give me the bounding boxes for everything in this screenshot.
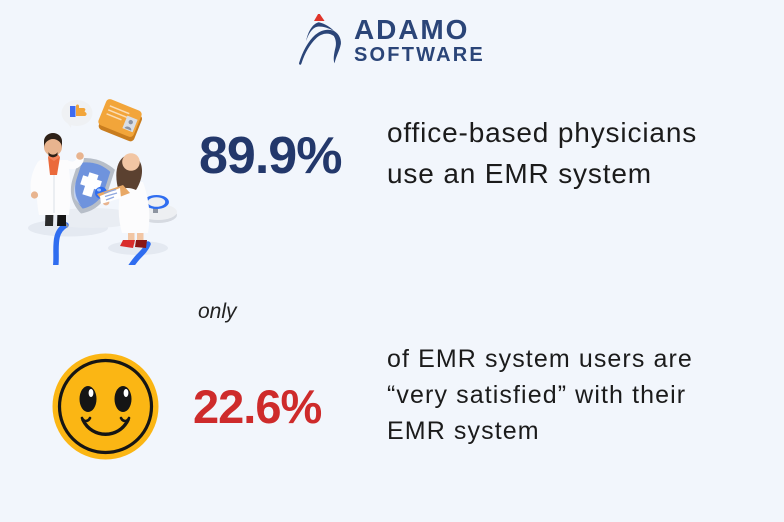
svg-text:SOFTWARE: SOFTWARE: [354, 44, 485, 66]
svg-text:ADAMO: ADAMO: [354, 14, 469, 45]
